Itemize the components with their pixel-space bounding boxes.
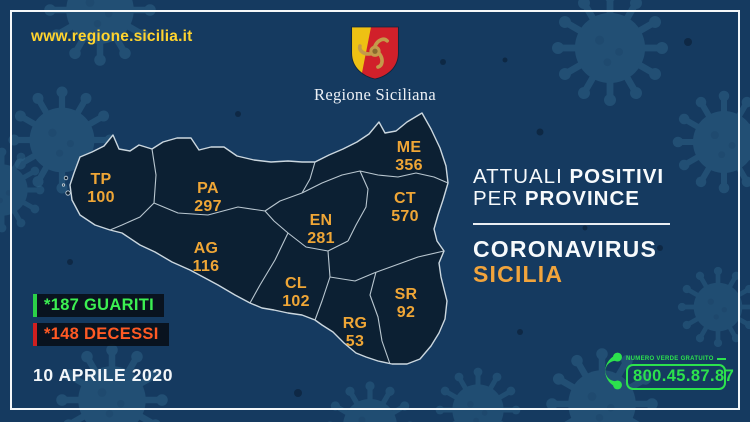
province-label-ME: ME 356: [395, 139, 423, 174]
deaths-stat: *148 DECESSI: [33, 323, 169, 346]
hotline-label-row: NUMERO VERDE GRATUITO: [626, 356, 726, 362]
sicily-map: [61, 112, 449, 365]
subject-title: CORONAVIRUS: [473, 236, 658, 262]
trinacria-icon: [357, 37, 389, 69]
title-panel: ATTUALI POSITIVI PER PROVINCE CORONAVIRU…: [473, 166, 670, 287]
province-label-EN: EN 281: [307, 212, 335, 247]
hotline-dash-line: [716, 358, 726, 360]
coronavirus-icon: [677, 266, 750, 348]
hotline-label: NUMERO VERDE GRATUITO: [626, 356, 714, 362]
province-label-PA: PA 297: [194, 180, 222, 215]
province-label-CT: CT 570: [391, 190, 419, 225]
province-label-CL: CL 102: [282, 275, 310, 310]
speckle-dots: [67, 38, 692, 397]
province-label-SR: SR 92: [394, 286, 418, 321]
phone-icon: [605, 352, 622, 390]
hotline-number[interactable]: 800.45.87.87: [626, 364, 734, 390]
province-labels-layer: TP 100 PA 297 ME 356 CT 570 EN 281 AG 116 CL 102 RG 53 S…: [60, 105, 465, 397]
hotline-badge: NUMERO VERDE GRATUITO 800.45.87.87: [598, 350, 734, 392]
hotline-text-block: NUMERO VERDE GRATUITO 800.45.87.87: [626, 350, 734, 392]
subject-region: SICILIA: [473, 261, 564, 287]
small-islands: [61, 175, 71, 196]
sicily-island-shape: [69, 112, 449, 365]
title-line-1: ATTUALI POSITIVI: [473, 165, 665, 188]
region-logo: Regione Siciliana: [295, 24, 455, 105]
sicily-coat-of-arms-icon: [351, 26, 399, 80]
report-date: 10 APRILE 2020: [33, 365, 174, 385]
coronavirus-icon: [672, 90, 750, 194]
province-borders: [109, 148, 449, 365]
region-name: Regione Siciliana: [314, 85, 436, 104]
province-label-AG: AG 116: [192, 240, 220, 275]
province-label-RG: RG 53: [342, 315, 368, 350]
title-line-2: PER PROVINCE: [473, 187, 640, 210]
coronavirus-icon: [552, 0, 668, 106]
title-divider: [473, 223, 670, 225]
recovered-stat: *187 GUARITI: [33, 294, 164, 317]
province-label-TP: TP 100: [87, 171, 115, 206]
website-url[interactable]: www.regione.sicilia.it: [31, 28, 193, 45]
